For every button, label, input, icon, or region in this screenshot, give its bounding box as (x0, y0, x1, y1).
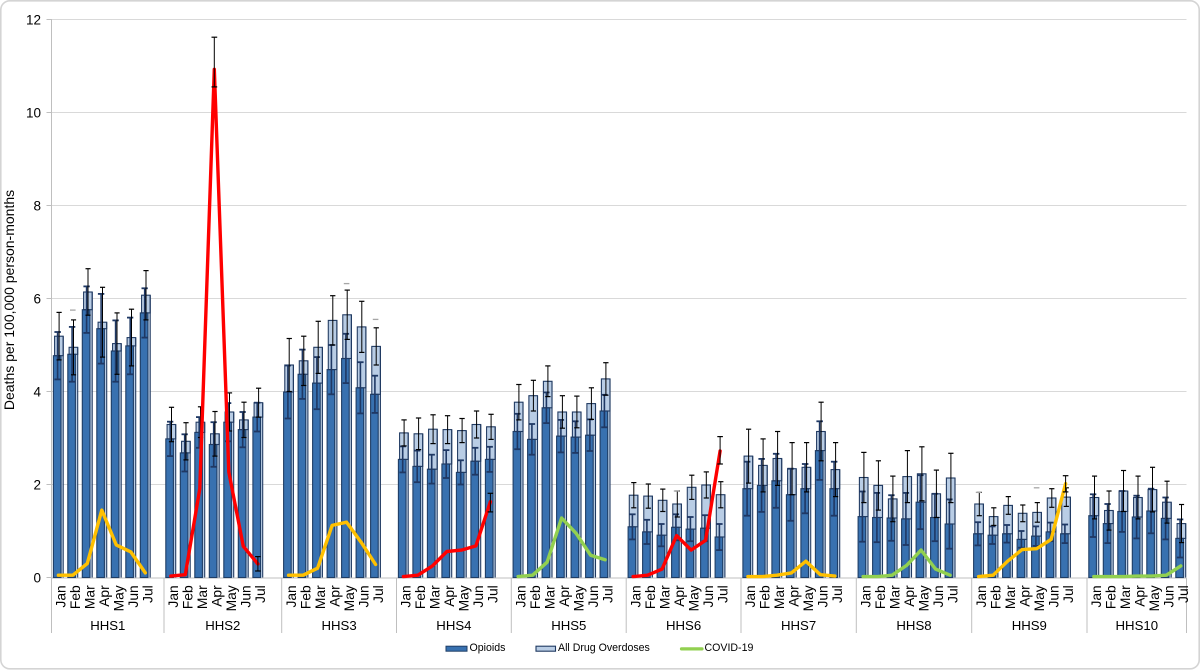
svg-text:0: 0 (33, 570, 41, 585)
svg-text:Apr: Apr (902, 585, 917, 607)
svg-text:May: May (571, 585, 586, 611)
svg-text:Jun: Jun (239, 585, 254, 607)
svg-text:8: 8 (33, 198, 41, 213)
svg-text:May: May (342, 585, 357, 611)
svg-text:Jul: Jul (830, 585, 845, 603)
svg-text:All Drug Overdoses: All Drug Overdoses (558, 642, 650, 654)
svg-text:4: 4 (33, 384, 41, 399)
svg-text:Jun: Jun (471, 585, 486, 607)
svg-text:Jul: Jul (715, 585, 730, 603)
svg-text:HHS9: HHS9 (1012, 618, 1047, 633)
svg-text:Mar: Mar (887, 585, 902, 609)
svg-text:Mar: Mar (195, 585, 210, 609)
svg-text:12: 12 (26, 12, 41, 27)
svg-text:Mar: Mar (313, 585, 328, 609)
svg-text:May: May (457, 585, 472, 611)
svg-text:Jul: Jul (486, 585, 501, 603)
svg-text:Mar: Mar (657, 585, 672, 609)
svg-text:Feb: Feb (758, 585, 773, 609)
svg-text:May: May (1147, 585, 1162, 611)
svg-text:Feb: Feb (528, 585, 543, 609)
svg-text:Jun: Jun (586, 585, 601, 607)
svg-text:Mar: Mar (428, 585, 443, 609)
svg-text:Jul: Jul (1061, 585, 1076, 603)
svg-text:Apr: Apr (557, 585, 572, 607)
svg-text:Apr: Apr (1133, 585, 1148, 607)
svg-text:Jul: Jul (945, 585, 960, 603)
svg-text:Jul: Jul (253, 585, 268, 603)
svg-text:Feb: Feb (68, 585, 83, 609)
svg-text:Feb: Feb (988, 585, 1003, 609)
svg-text:Jan: Jan (513, 585, 528, 607)
svg-text:Apr: Apr (327, 585, 342, 607)
svg-text:Jan: Jan (399, 585, 414, 607)
svg-text:May: May (1032, 585, 1047, 611)
svg-text:May: May (112, 585, 127, 611)
svg-text:2: 2 (33, 477, 41, 492)
svg-text:Apr: Apr (1017, 585, 1032, 607)
svg-text:Jun: Jun (126, 585, 141, 607)
svg-text:Apr: Apr (97, 585, 112, 607)
svg-text:Jun: Jun (1162, 585, 1177, 607)
svg-text:HHS3: HHS3 (322, 618, 357, 633)
svg-text:Jul: Jul (600, 585, 615, 603)
svg-text:Jul: Jul (1176, 585, 1191, 603)
svg-text:Jan: Jan (284, 585, 299, 607)
svg-text:HHS10: HHS10 (1116, 618, 1159, 633)
svg-text:Jan: Jan (166, 585, 181, 607)
svg-text:HHS7: HHS7 (781, 618, 816, 633)
svg-text:Apr: Apr (672, 585, 687, 607)
svg-text:HHS2: HHS2 (205, 618, 240, 633)
svg-text:Mar: Mar (1118, 585, 1133, 609)
svg-text:Feb: Feb (643, 585, 658, 609)
svg-text:HHS5: HHS5 (551, 618, 586, 633)
svg-text:Jan: Jan (743, 585, 758, 607)
svg-text:Mar: Mar (83, 585, 98, 609)
svg-text:Jun: Jun (931, 585, 946, 607)
svg-text:HHS8: HHS8 (896, 618, 931, 633)
svg-text:Mar: Mar (772, 585, 787, 609)
svg-text:May: May (916, 585, 931, 611)
svg-text:May: May (801, 585, 816, 611)
svg-text:Apr: Apr (787, 585, 802, 607)
svg-text:Jun: Jun (816, 585, 831, 607)
svg-text:Mar: Mar (1003, 585, 1018, 609)
svg-text:Feb: Feb (873, 585, 888, 609)
svg-text:Feb: Feb (1104, 585, 1119, 609)
svg-text:Jul: Jul (141, 585, 156, 603)
svg-text:Feb: Feb (298, 585, 313, 609)
svg-text:Jun: Jun (701, 585, 716, 607)
svg-text:HHS4: HHS4 (436, 618, 471, 633)
svg-text:Feb: Feb (413, 585, 428, 609)
svg-text:HHS6: HHS6 (666, 618, 701, 633)
svg-text:May: May (686, 585, 701, 611)
svg-text:Jun: Jun (356, 585, 371, 607)
svg-text:Jan: Jan (1089, 585, 1104, 607)
svg-text:COVID-19: COVID-19 (705, 642, 754, 654)
svg-text:Opioids: Opioids (470, 642, 506, 654)
svg-text:Mar: Mar (542, 585, 557, 609)
svg-text:Apr: Apr (442, 585, 457, 607)
svg-text:Jan: Jan (628, 585, 643, 607)
svg-text:Jan: Jan (54, 585, 69, 607)
svg-text:Jan: Jan (858, 585, 873, 607)
svg-text:HHS1: HHS1 (90, 618, 125, 633)
svg-text:Jan: Jan (974, 585, 989, 607)
svg-text:10: 10 (26, 105, 41, 120)
svg-text:Deaths per 100,000 person-mont: Deaths per 100,000 person-months (1, 190, 17, 410)
svg-text:Apr: Apr (210, 585, 225, 607)
svg-text:May: May (224, 585, 239, 611)
svg-text:6: 6 (33, 291, 41, 306)
svg-text:Jun: Jun (1046, 585, 1061, 607)
svg-text:Feb: Feb (181, 585, 196, 609)
svg-text:Jul: Jul (371, 585, 386, 603)
